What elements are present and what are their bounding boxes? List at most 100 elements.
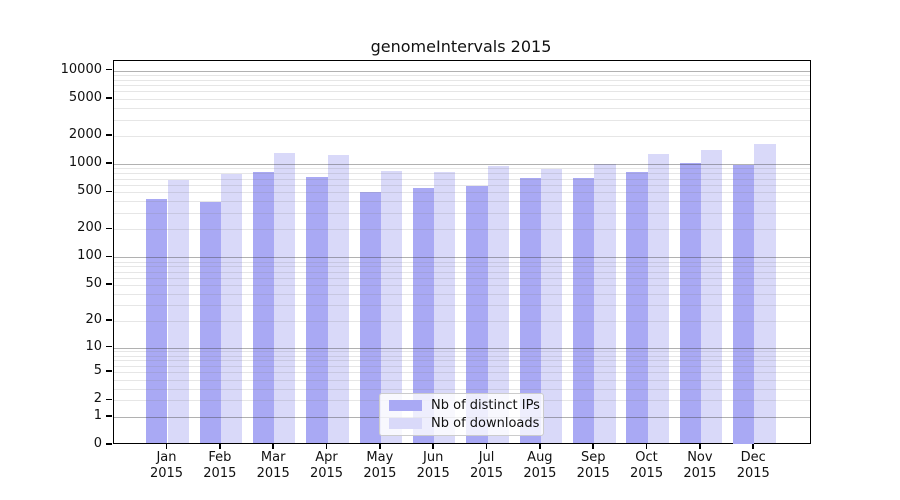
minor-gridline-7: [113, 360, 810, 362]
major-gridline-10: [113, 347, 810, 349]
minor-gridline-7000: [113, 85, 810, 87]
y-tick-label-5: 5: [93, 363, 102, 379]
legend-item-distinct-ips: Nb of distinct IPs: [389, 398, 540, 413]
y-tick-label-10: 10: [85, 338, 102, 354]
y-tick-10: [106, 345, 112, 348]
minor-gridline-900: [113, 168, 810, 170]
bar-downloads-aug: [540, 168, 563, 444]
legend-item-downloads: Nb of downloads: [389, 416, 539, 431]
bar-distinct-ips-mar: [252, 172, 275, 444]
y-tick-label-500: 500: [77, 183, 102, 199]
y-tick-label-2000: 2000: [68, 127, 102, 142]
x-tick-label-jan: Jan 2015: [149, 450, 184, 481]
minor-gridline-5000: [113, 98, 810, 100]
minor-gridline-90: [113, 261, 810, 263]
x-tick-label-nov: Nov 2015: [683, 450, 717, 481]
minor-gridline-800: [113, 173, 810, 175]
bar-distinct-ips-aug: [519, 177, 541, 444]
bar-downloads-mar: [274, 152, 296, 444]
minor-gridline-8000: [113, 79, 810, 81]
x-tick-aug: [539, 444, 541, 449]
y-tick-2: [106, 398, 112, 401]
y-tick-50: [106, 283, 112, 285]
x-tick-nov: [699, 444, 701, 449]
bar-distinct-ips-apr: [306, 177, 328, 444]
minor-gridline-3000: [113, 119, 810, 121]
y-tick-2000: [106, 134, 112, 136]
bar-downloads-may: [380, 170, 403, 444]
x-tick-label-feb: Feb 2015: [203, 450, 237, 481]
y-tick-200: [106, 227, 112, 230]
minor-gridline-6: [113, 365, 810, 367]
x-tick-jun: [432, 444, 434, 449]
x-tick-label-mar: Mar 2015: [256, 450, 290, 481]
bar-distinct-ips-nov: [679, 163, 701, 444]
minor-gridline-600: [113, 184, 810, 186]
bar-downloads-dec: [754, 144, 776, 444]
bar-downloads-sep: [594, 163, 616, 444]
minor-gridline-400: [113, 201, 810, 203]
major-gridline-1000: [113, 164, 810, 166]
x-tick-apr: [325, 444, 328, 449]
x-tick-sep: [592, 444, 594, 449]
bar-distinct-ips-dec: [732, 165, 755, 444]
bar-distinct-ips-sep: [572, 178, 595, 444]
y-tick-label-1000: 1000: [68, 155, 102, 171]
major-gridline-10000: [113, 70, 810, 72]
minor-gridline-700: [113, 178, 810, 180]
bar-distinct-ips-oct: [626, 171, 648, 444]
minor-gridline-70: [113, 271, 810, 273]
minor-gridline-60: [113, 277, 810, 279]
x-tick-label-sep: Sep 2015: [576, 450, 610, 481]
minor-gridline-20: [113, 321, 810, 323]
minor-gridline-4000: [113, 107, 810, 109]
x-tick-oct: [645, 444, 648, 449]
y-tick-100: [106, 255, 112, 258]
minor-gridline-4: [113, 379, 810, 381]
y-tick-label-50: 50: [85, 276, 102, 292]
x-tick-may: [379, 444, 381, 449]
minor-gridline-2000: [113, 136, 810, 137]
x-tick-label-apr: Apr 2015: [309, 450, 344, 481]
legend-label-distinct-ips: Nb of distinct IPs: [431, 398, 540, 414]
bar-downloads-jul: [487, 166, 509, 444]
bar-distinct-ips-jul: [466, 186, 488, 444]
minor-gridline-8: [113, 355, 810, 357]
x-tick-dec: [752, 444, 754, 449]
x-tick-jan: [165, 444, 168, 449]
minor-gridline-5: [113, 372, 810, 374]
y-tick-label-1: 1: [93, 407, 102, 423]
minor-gridline-9: [113, 351, 810, 353]
y-tick-label-10000: 10000: [60, 61, 102, 77]
x-tick-label-aug: Aug 2015: [523, 450, 557, 481]
minor-gridline-6000: [113, 91, 810, 93]
minor-gridline-500: [113, 192, 810, 194]
bar-downloads-apr: [327, 155, 349, 444]
minor-gridline-80: [113, 266, 810, 268]
y-tick-0: [106, 443, 112, 445]
x-tick-label-dec: Dec 2015: [736, 450, 770, 481]
y-tick-500: [106, 190, 112, 193]
y-tick-label-100: 100: [77, 248, 102, 264]
bar-downloads-nov: [700, 149, 723, 444]
minor-gridline-3: [113, 388, 810, 390]
x-tick-jul: [485, 444, 488, 449]
y-tick-1: [106, 415, 112, 417]
bar-distinct-ips-jun: [412, 187, 435, 444]
y-tick-10000: [106, 68, 112, 71]
x-tick-label-oct: Oct 2015: [630, 450, 664, 481]
bar-downloads-feb: [220, 173, 243, 444]
legend: Nb of distinct IPs Nb of downloads: [379, 393, 544, 436]
bar-downloads-jun: [434, 171, 456, 444]
y-tick-5000: [106, 97, 112, 99]
chart-title: genomeIntervals 2015: [370, 37, 552, 56]
minor-gridline-9000: [113, 74, 810, 76]
minor-gridline-30: [113, 305, 810, 307]
minor-gridline-200: [113, 229, 810, 231]
minor-gridline-40: [113, 294, 810, 296]
plot-area: [112, 60, 811, 444]
y-tick-label-200: 200: [77, 220, 102, 236]
minor-gridline-300: [113, 213, 810, 214]
x-tick-label-jul: Jul 2015: [469, 450, 504, 481]
x-tick-label-jun: Jun 2015: [416, 450, 450, 481]
